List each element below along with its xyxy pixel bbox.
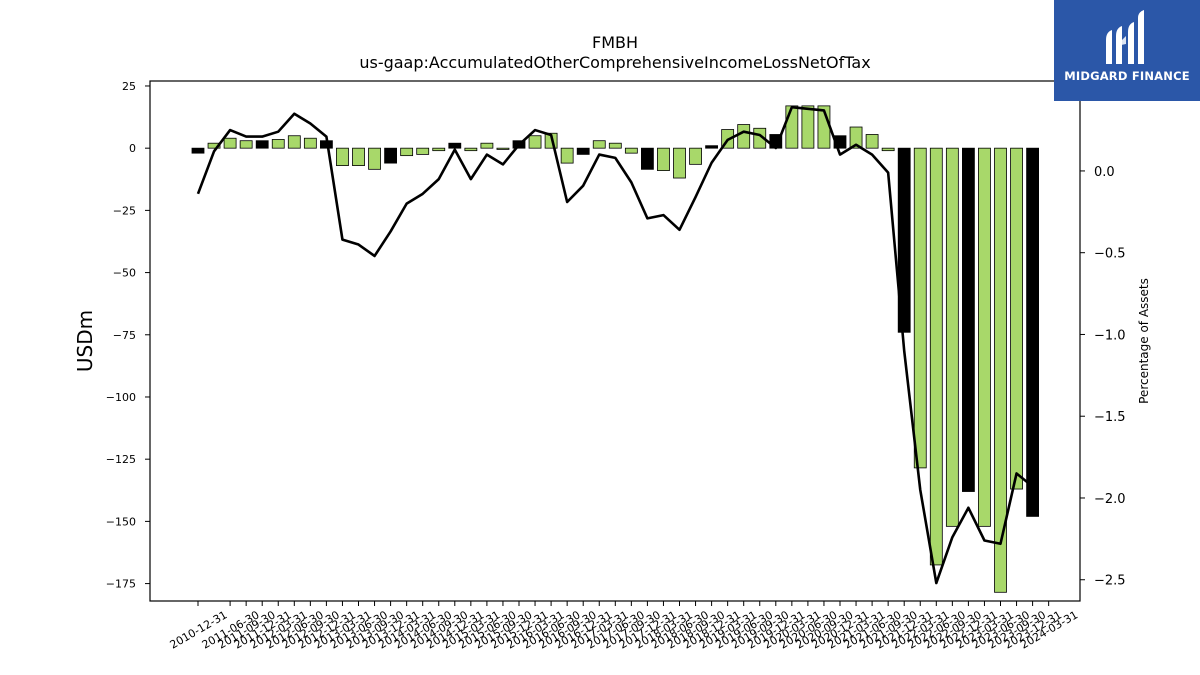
bar [560, 147, 574, 164]
brand-logo: MIDGARD FINANCE [1054, 0, 1200, 101]
bar [929, 147, 943, 566]
y2-tick-label: −1.0 [1094, 328, 1126, 343]
bar [785, 105, 799, 149]
y2-tick-label: −2.5 [1094, 574, 1126, 589]
bar [464, 147, 478, 152]
bar [624, 147, 638, 154]
bar [255, 140, 269, 149]
bar [271, 139, 285, 149]
bar [608, 142, 622, 149]
bar [352, 147, 365, 166]
midgard-m-logo-icon [1106, 10, 1144, 64]
bar [239, 140, 253, 149]
bar [673, 147, 686, 179]
y2-tick-label: −1.5 [1094, 410, 1126, 425]
bar [336, 147, 349, 166]
y-tick-label: −100 [106, 391, 136, 404]
bar [303, 137, 317, 149]
bar [368, 147, 381, 170]
bar [400, 147, 414, 157]
bar [576, 147, 590, 155]
x-axis: 2010-12-312011-06-302011-09-302011-12-31… [168, 601, 1080, 652]
bar [1010, 147, 1023, 490]
bar [689, 147, 702, 165]
bar [432, 147, 446, 152]
y2-tick-label: 0.0 [1094, 165, 1115, 180]
bar [528, 135, 542, 149]
bar [849, 126, 863, 149]
bar [416, 147, 430, 155]
y-tick-label: −50 [113, 267, 136, 280]
bar-layer [191, 105, 1039, 593]
y2-tick-label: −2.0 [1094, 492, 1126, 507]
bar [897, 147, 911, 333]
bar [384, 147, 398, 164]
y-tick-label: −25 [113, 204, 136, 217]
bar [945, 147, 959, 527]
bar [223, 137, 237, 149]
y2-axis-label: Percentage of Assets [1137, 278, 1151, 404]
y-tick-label: 0 [129, 142, 136, 155]
bar [480, 142, 494, 149]
series-line [196, 105, 1034, 585]
y-axis-left: 25 0 −25 −50 −75 −100 −125 −150 −175 [106, 80, 150, 591]
y-tick-label: −150 [106, 515, 136, 528]
bar [881, 147, 895, 152]
y-tick-label: 25 [122, 80, 136, 93]
bar [207, 142, 221, 149]
y-tick-label: −175 [106, 578, 136, 591]
chart-title: FMBH [592, 33, 638, 52]
bar [496, 147, 510, 150]
bar [865, 134, 879, 149]
bar [994, 147, 1007, 593]
bar [657, 147, 670, 171]
y2-tick-label: −0.5 [1094, 247, 1126, 262]
bar [962, 147, 975, 492]
bar [191, 147, 205, 154]
y-tick-label: −125 [106, 453, 136, 466]
bar [801, 105, 815, 149]
bar [705, 145, 718, 149]
y-axis-right: 0.0 −0.5 −1.0 −1.5 −2.0 −2.5 [1080, 165, 1126, 589]
y-tick-label: −75 [113, 329, 136, 342]
y-axis-label: USDm [73, 310, 97, 372]
chart-subtitle: us-gaap:AccumulatedOtherComprehensiveInc… [359, 53, 870, 72]
bar [978, 147, 991, 527]
bar [448, 142, 462, 149]
bar [737, 124, 751, 149]
line-layer [196, 105, 1034, 585]
bar [913, 147, 927, 469]
bar [592, 140, 606, 149]
bar [641, 147, 654, 170]
bar [1026, 147, 1039, 517]
bar [287, 135, 301, 149]
brand-name: MIDGARD FINANCE [1064, 69, 1190, 83]
